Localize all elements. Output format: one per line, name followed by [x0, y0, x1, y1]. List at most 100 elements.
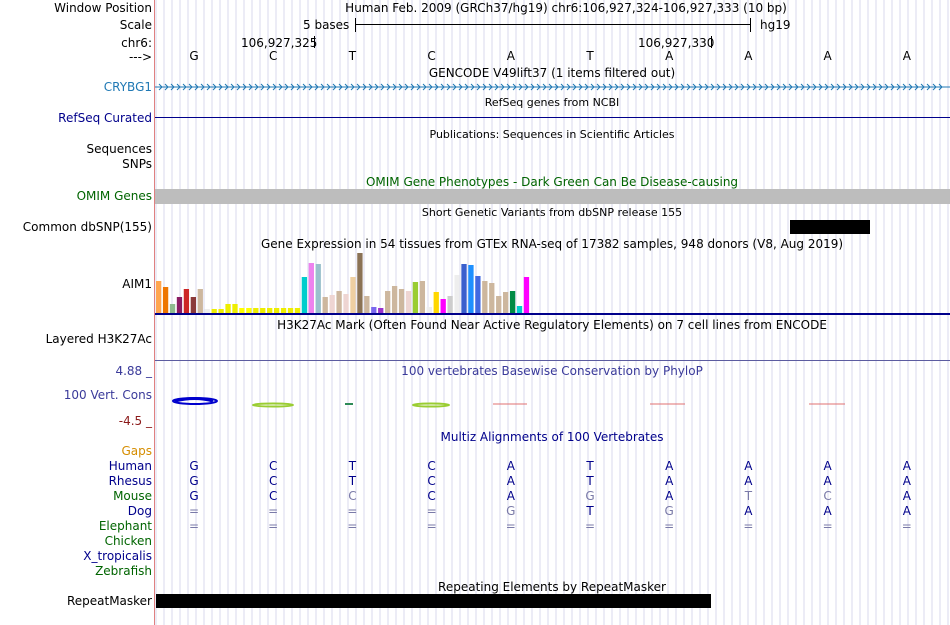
alignment-base: =	[743, 519, 754, 533]
omim-gene-bar[interactable]	[155, 189, 950, 204]
dbsnp-variant-block[interactable]	[790, 220, 870, 234]
strand-arrow	[356, 83, 361, 91]
publications-title[interactable]: Publications: Sequences in Scientific Ar…	[429, 128, 675, 141]
strand-arrow	[350, 83, 355, 91]
strand-arrow	[518, 83, 523, 91]
gene-label-crybg1[interactable]: CRYBG1	[103, 80, 152, 94]
gtex-tissue-bar	[156, 281, 162, 313]
refseq-label[interactable]: RefSeq Curated	[58, 111, 152, 125]
scale-assembly: hg19	[760, 18, 791, 32]
phylop-plot[interactable]	[155, 392, 950, 412]
strand-label: --->	[128, 50, 152, 64]
species-label[interactable]: Chicken	[104, 534, 152, 548]
alignment-base: G	[189, 474, 199, 488]
strand-arrow	[674, 83, 679, 91]
gtex-tissue-bar	[218, 309, 224, 313]
alignment-base: =	[505, 519, 516, 533]
strand-arrow	[560, 83, 565, 91]
strand-arrow	[848, 83, 853, 91]
strand-arrow	[842, 83, 847, 91]
ruler-base: A	[823, 49, 832, 63]
strand-arrows	[158, 83, 943, 91]
gene-crybg1-track[interactable]	[155, 82, 950, 92]
alignment-base: =	[268, 519, 279, 533]
h3k27ac-title[interactable]: H3K27Ac Mark (Often Found Near Active Re…	[277, 318, 827, 332]
strand-arrow	[164, 83, 169, 91]
strand-arrow	[734, 83, 739, 91]
strand-arrow	[758, 83, 763, 91]
strand-arrow	[188, 83, 193, 91]
gtex-tissue-bar	[357, 253, 363, 313]
alignment-base: A	[506, 474, 515, 488]
gtex-tissue-bar	[523, 277, 530, 313]
omim-title[interactable]: OMIM Gene Phenotypes - Dark Green Can Be…	[365, 175, 739, 189]
alignment-base: =	[347, 504, 358, 518]
gtex-tissue-bar	[239, 308, 245, 313]
strand-arrow	[746, 83, 751, 91]
strand-arrow	[608, 83, 613, 91]
h3k27ac-label[interactable]: Layered H3K27Ac	[45, 332, 152, 346]
strand-arrow	[602, 83, 607, 91]
strand-arrow	[926, 83, 931, 91]
species-label[interactable]: Dog	[127, 504, 152, 518]
alignment-base: A	[506, 459, 515, 473]
assembly-position-text[interactable]: Human Feb. 2009 (GRCh37/hg19) chr6:106,9…	[345, 1, 787, 15]
strand-arrow	[176, 83, 181, 91]
refseq-title[interactable]: RefSeq genes from NCBI	[484, 96, 620, 109]
sequences-label[interactable]: Sequences	[86, 142, 152, 156]
species-label[interactable]: Human	[108, 459, 152, 473]
multiz-title[interactable]: Multiz Alignments of 100 Vertebrates	[440, 430, 664, 444]
species-label[interactable]: X_tropicalis	[83, 549, 152, 563]
gtex-label[interactable]: AIM1	[122, 277, 152, 291]
alignment-base: =	[347, 519, 358, 533]
strand-arrow	[446, 83, 451, 91]
gaps-label[interactable]: Gaps	[121, 444, 152, 458]
strand-arrow	[236, 83, 241, 91]
strand-arrow	[260, 83, 265, 91]
species-label[interactable]: Mouse	[113, 489, 152, 503]
repeatmasker-title[interactable]: Repeating Elements by RepeatMasker	[438, 580, 666, 594]
gencode-title[interactable]: GENCODE V49lift37 (1 items filtered out)	[428, 66, 676, 80]
alignment-base: T	[586, 474, 594, 488]
phylop-title[interactable]: 100 vertebrates Basewise Conservation by…	[401, 364, 703, 378]
alignment-base: T	[744, 489, 753, 503]
alignment-base: A	[823, 459, 832, 473]
strand-arrow	[530, 83, 535, 91]
omim-label[interactable]: OMIM Genes	[76, 189, 152, 203]
gtex-title[interactable]: Gene Expression in 54 tissues from GTEx …	[260, 237, 844, 251]
strand-arrow	[632, 83, 637, 91]
gtex-tissue-bar	[426, 307, 432, 313]
repeatmasker-label[interactable]: RepeatMasker	[66, 594, 152, 608]
strand-arrow	[914, 83, 919, 91]
gtex-bar-chart[interactable]	[155, 251, 555, 313]
strand-arrow	[494, 83, 499, 91]
alignment-base: A	[902, 504, 911, 518]
strand-arrow	[338, 83, 343, 91]
strand-arrow	[548, 83, 553, 91]
strand-arrow	[680, 83, 685, 91]
strand-arrow	[668, 83, 673, 91]
species-label[interactable]: Rhesus	[108, 474, 152, 488]
strand-arrow	[638, 83, 643, 91]
phylop-peak-1-fill	[174, 397, 214, 403]
strand-arrow	[818, 83, 823, 91]
species-label[interactable]: Zebrafish	[95, 564, 152, 578]
dbsnp-title[interactable]: Short Genetic Variants from dbSNP releas…	[421, 206, 683, 219]
gtex-tissue-bar	[232, 304, 238, 313]
strand-arrow	[482, 83, 487, 91]
phylop-label[interactable]: 100 Vert. Cons	[63, 388, 152, 402]
dbsnp-label[interactable]: Common dbSNP(155)	[22, 220, 152, 234]
gtex-tissue-bar	[468, 265, 474, 313]
alignment-base: =	[822, 519, 833, 533]
species-label[interactable]: Elephant	[98, 519, 152, 533]
alignment-base: T	[586, 504, 594, 518]
phylop-peak-2	[252, 402, 294, 408]
ruler-base: C	[427, 49, 436, 63]
scale-bar	[355, 24, 751, 25]
refseq-gene-line[interactable]	[155, 117, 950, 118]
repeat-element-block[interactable]	[156, 594, 711, 608]
strand-arrow	[908, 83, 913, 91]
gtex-tissue-bar	[273, 308, 280, 313]
snps-label[interactable]: SNPs	[122, 157, 152, 171]
